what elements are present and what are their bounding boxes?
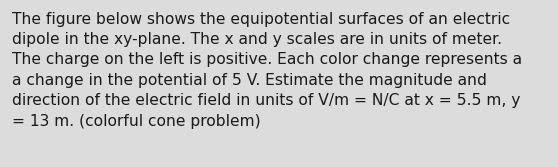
Text: The figure below shows the equipotential surfaces of an electric
dipole in the x: The figure below shows the equipotential… (12, 12, 522, 129)
